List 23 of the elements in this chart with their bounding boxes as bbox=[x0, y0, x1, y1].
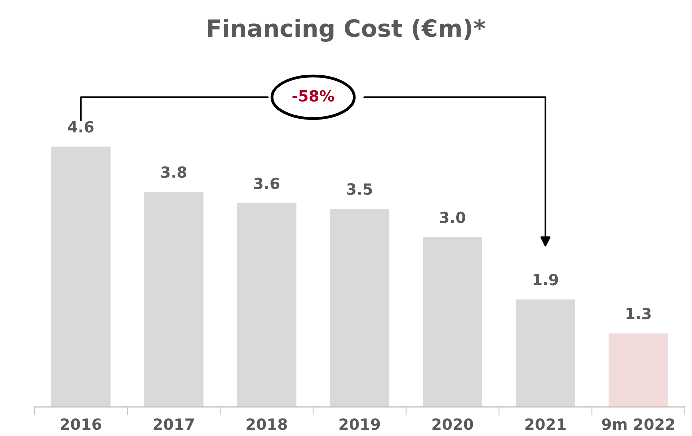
data-label: 4.6 bbox=[68, 121, 94, 133]
bar bbox=[423, 237, 482, 408]
x-tick-label: 2017 bbox=[154, 418, 194, 430]
bar bbox=[330, 209, 390, 408]
data-label: 3.0 bbox=[440, 212, 466, 224]
bar bbox=[516, 300, 576, 408]
x-tick-label: 2020 bbox=[432, 418, 474, 430]
x-tick-label: 2016 bbox=[61, 418, 102, 430]
data-label: 3.6 bbox=[254, 178, 280, 190]
data-label: 1.3 bbox=[626, 308, 651, 320]
x-tick-label: 2021 bbox=[526, 418, 566, 430]
bar bbox=[237, 204, 297, 408]
data-label: 1.9 bbox=[534, 274, 558, 286]
x-tick-label: 2019 bbox=[340, 418, 380, 430]
chart-title: Financing Cost (€m)* bbox=[208, 19, 486, 42]
bar bbox=[608, 334, 668, 408]
x-tick-label: 2018 bbox=[246, 418, 288, 430]
x-tick-label: 9m 2022 bbox=[602, 418, 674, 430]
text: -58% bbox=[292, 90, 334, 102]
data-label: 3.5 bbox=[347, 184, 372, 196]
data-label: 3.8 bbox=[161, 166, 187, 178]
bar bbox=[51, 146, 111, 408]
bar bbox=[144, 192, 204, 408]
